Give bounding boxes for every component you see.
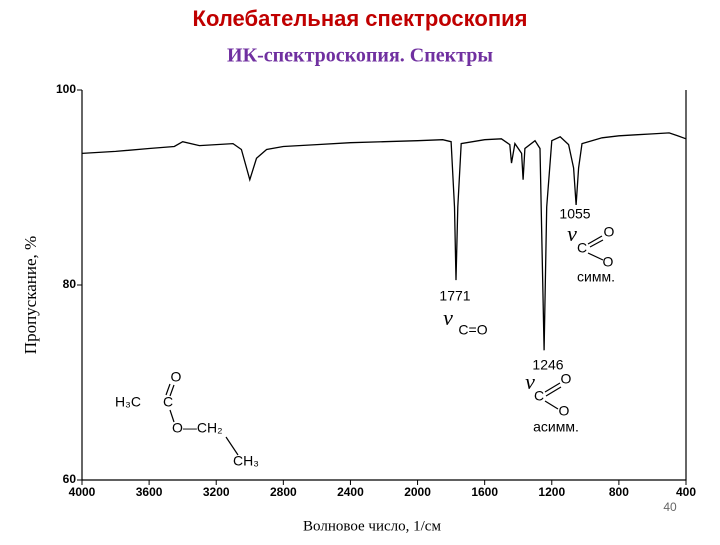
x-tick-label: 3600 — [136, 485, 163, 499]
chart-subtitle: ИК-спектроскопия. Спектры — [227, 45, 493, 67]
annotation: ν — [443, 305, 453, 330]
x-tick-label: 1600 — [471, 485, 498, 499]
x-tick-label: 800 — [609, 485, 629, 499]
annotation: C — [534, 388, 544, 404]
x-tick-label: 3200 — [203, 485, 230, 499]
annotation: 1771 — [439, 288, 470, 304]
spectrum-line — [81, 132, 687, 351]
annotation: O — [603, 254, 614, 270]
structure-label: CH₃ — [233, 453, 259, 469]
structure-label: O — [171, 369, 182, 385]
annotation: O — [559, 403, 570, 419]
x-axis-label: Волновое число, 1/см — [303, 518, 441, 534]
annotation: асимм. — [533, 419, 579, 435]
annotation: ν — [567, 221, 577, 246]
y-tick-label: 60 — [63, 472, 77, 486]
x-tick-label: 2800 — [270, 485, 297, 499]
x-tick-label: 400 — [676, 485, 696, 499]
bonds — [165, 235, 604, 456]
structure-label: O—CH₂ — [172, 420, 223, 436]
annotation: O — [561, 371, 572, 387]
annotation: ν — [525, 369, 535, 394]
annotation: O — [604, 224, 615, 240]
y-axis-label: Пропускание, % — [21, 236, 40, 354]
x-tick-label: 2400 — [337, 485, 364, 499]
annotation: 1246 — [532, 357, 563, 373]
annotation: C=O — [458, 322, 487, 338]
chart-title: Колебательная спектроскопия — [193, 6, 528, 31]
x-tick-label: 2000 — [404, 485, 431, 499]
annotation: симм. — [577, 269, 615, 285]
structure-label: C — [163, 394, 173, 410]
structure-label: H₃C — [115, 394, 141, 410]
page-number: 40 — [663, 500, 677, 514]
y-tick-label: 100 — [56, 82, 76, 96]
annotation: C — [577, 240, 587, 256]
annotation: 1055 — [559, 206, 590, 222]
y-tick-label: 80 — [63, 277, 77, 291]
x-tick-label: 4000 — [69, 485, 96, 499]
x-tick-label: 1200 — [538, 485, 565, 499]
